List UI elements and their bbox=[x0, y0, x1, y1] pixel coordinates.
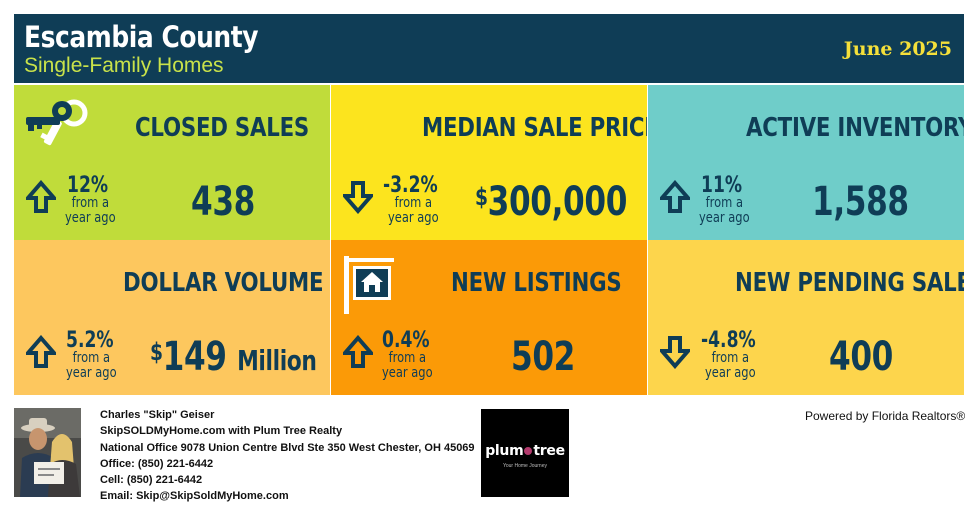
median-price-change-sub: from a year ago bbox=[388, 196, 439, 226]
tile-new-listings: NEW LISTINGS 0.4% from a year ago 502 bbox=[331, 240, 647, 395]
agent-name: Charles "Skip" Geiser bbox=[100, 409, 215, 421]
change-sub-line1: from a bbox=[71, 195, 109, 211]
new-listings-change: 0.4% bbox=[382, 328, 430, 353]
dollar-volume-label: DOLLAR VOLUME bbox=[123, 268, 324, 298]
active-inventory-change: 11% bbox=[701, 173, 743, 198]
arrow-down-icon bbox=[343, 181, 373, 214]
change-sub-line2: year ago bbox=[705, 365, 756, 381]
closed-sales-change-sub: from a year ago bbox=[65, 196, 116, 226]
currency-symbol: $ bbox=[150, 338, 163, 366]
logo-tagline: Your Home Journey bbox=[502, 463, 547, 469]
active-inventory-change-sub: from a year ago bbox=[699, 196, 750, 226]
agent-contact-info: Charles "Skip" Geiser SkipSOLDMyHome.com… bbox=[100, 407, 475, 505]
pending-sales-value: 400 bbox=[829, 334, 893, 380]
closed-sales-change: 12% bbox=[67, 173, 109, 198]
email: Email: Skip@SkipSoldMyHome.com bbox=[100, 490, 289, 503]
page-title: Escambia County bbox=[24, 20, 259, 54]
office-address: National Office 9078 Union Centre Blvd S… bbox=[100, 441, 475, 454]
page-subtitle: Single-Family Homes bbox=[24, 54, 224, 77]
change-sub-line2: year ago bbox=[66, 365, 117, 381]
arrow-up-icon bbox=[26, 180, 56, 213]
arrow-down-icon bbox=[660, 336, 690, 369]
arrow-up-icon bbox=[26, 335, 56, 368]
arrow-up-icon bbox=[343, 335, 373, 368]
new-listings-value: 502 bbox=[511, 334, 575, 380]
active-inventory-label: ACTIVE INVENTORY bbox=[746, 113, 964, 143]
logo-text-right: tree bbox=[533, 443, 565, 459]
tile-dollar-volume: DOLLAR VOLUME 5.2% from a year ago $149 … bbox=[14, 240, 330, 395]
median-price-value: $300,000 bbox=[475, 179, 627, 225]
dollar-volume-change: 5.2% bbox=[66, 328, 114, 353]
pending-sales-label: NEW PENDING SALES bbox=[735, 268, 964, 298]
change-sub-line2: year ago bbox=[388, 210, 439, 226]
change-sub-line2: year ago bbox=[699, 210, 750, 226]
currency-symbol: $ bbox=[475, 183, 488, 211]
change-sub-line2: year ago bbox=[65, 210, 116, 226]
pending-sales-change: -4.8% bbox=[701, 328, 756, 353]
median-price-change: -3.2% bbox=[383, 173, 438, 198]
median-price-label: MEDIAN SALE PRICE bbox=[422, 113, 647, 143]
change-sub-line1: from a bbox=[705, 195, 743, 211]
plum-tree-logo: plum tree Your Home Journey bbox=[481, 409, 569, 497]
dollar-volume-unit: Million bbox=[237, 344, 317, 377]
dollar-volume-amount: 149 bbox=[162, 334, 227, 380]
logo-text-left: plum bbox=[485, 443, 524, 459]
change-sub-line1: from a bbox=[394, 195, 432, 211]
keys-icon bbox=[26, 99, 88, 146]
dollar-volume-value: $149 Million bbox=[150, 334, 317, 380]
arrow-up-icon bbox=[660, 180, 690, 213]
office-phone: Office: (850) 221-6442 bbox=[100, 457, 214, 470]
change-sub-line2: year ago bbox=[382, 365, 433, 381]
company-line: SkipSOLDMyHome.com with Plum Tree Realty bbox=[100, 425, 343, 438]
tile-active-inventory: ACTIVE INVENTORY 11% from a year ago 1,5… bbox=[648, 85, 964, 240]
change-sub-line1: from a bbox=[72, 350, 110, 366]
new-listings-change-sub: from a year ago bbox=[382, 351, 433, 381]
closed-sales-label: CLOSED SALES bbox=[135, 113, 310, 143]
tile-closed-sales: CLOSED SALES 12% from a year ago 438 bbox=[14, 85, 330, 240]
report-date: June 2025 bbox=[843, 38, 952, 60]
active-inventory-value: 1,588 bbox=[812, 179, 909, 225]
change-sub-line1: from a bbox=[388, 350, 426, 366]
pending-sales-change-sub: from a year ago bbox=[705, 351, 756, 381]
change-sub-line1: from a bbox=[711, 350, 749, 366]
new-listings-label: NEW LISTINGS bbox=[451, 268, 622, 298]
dollar-volume-change-sub: from a year ago bbox=[66, 351, 117, 381]
tile-median-sale-price: MEDIAN SALE PRICE -3.2% from a year ago … bbox=[331, 85, 647, 240]
agent-photo bbox=[14, 408, 81, 497]
powered-by: Powered by Florida Realtors® bbox=[805, 409, 966, 423]
cell-phone: Cell: (850) 221-6442 bbox=[100, 474, 203, 487]
report-header: Escambia County Single-Family Homes June… bbox=[14, 14, 964, 83]
tile-new-pending-sales: NEW PENDING SALES -4.8% from a year ago … bbox=[648, 240, 964, 395]
median-price-amount: 300,000 bbox=[487, 179, 628, 225]
plum-dot-icon bbox=[524, 447, 533, 455]
house-sign-icon bbox=[344, 256, 394, 314]
closed-sales-value: 438 bbox=[191, 179, 255, 225]
